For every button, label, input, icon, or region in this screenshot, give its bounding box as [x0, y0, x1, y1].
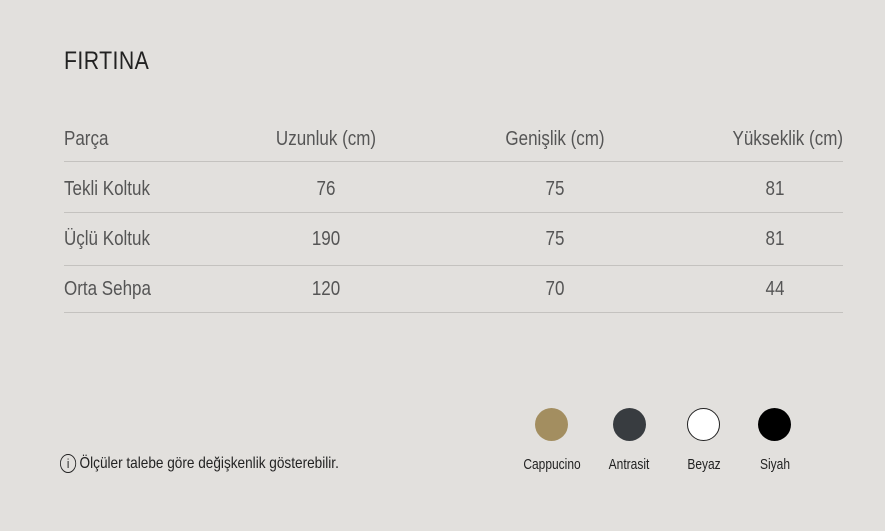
- swatch-siyah[interactable]: [758, 408, 791, 441]
- cell-length: 190: [311, 228, 341, 250]
- divider: [64, 265, 843, 266]
- cell-height: 44: [765, 278, 785, 300]
- disclaimer-text: Ölçüler talebe göre değişkenlik göstereb…: [79, 454, 339, 472]
- divider: [64, 161, 843, 162]
- info-icon: i: [60, 454, 77, 473]
- cell-width: 75: [545, 178, 565, 200]
- disclaimer-note: i Ölçüler talebe göre değişkenlik göster…: [60, 454, 339, 473]
- swatch-beyaz[interactable]: [687, 408, 720, 441]
- cell-length: 120: [311, 278, 341, 300]
- header-part: Parça: [64, 128, 109, 150]
- cell-height: 81: [765, 178, 785, 200]
- cell-part: Üçlü Koltuk: [64, 228, 150, 250]
- header-length: Uzunluk (cm): [275, 128, 377, 150]
- divider: [64, 312, 843, 313]
- cell-width: 70: [545, 278, 565, 300]
- header-width: Genişlik (cm): [505, 128, 605, 150]
- divider: [64, 212, 843, 213]
- cell-part: Orta Sehpa: [64, 278, 151, 300]
- swatch-label: Beyaz: [687, 456, 721, 473]
- swatch-label: Siyah: [759, 456, 791, 473]
- cell-height: 81: [765, 228, 785, 250]
- swatch-label: Cappucino: [523, 456, 581, 473]
- cell-length: 76: [316, 178, 336, 200]
- cell-width: 75: [545, 228, 565, 250]
- page-title: FIRTINA: [64, 47, 150, 75]
- swatch-label: Antrasit: [608, 456, 650, 473]
- cell-part: Tekli Koltuk: [64, 178, 150, 200]
- swatch-antrasit[interactable]: [613, 408, 646, 441]
- swatch-cappucino[interactable]: [535, 408, 568, 441]
- header-height: Yükseklik (cm): [732, 128, 843, 150]
